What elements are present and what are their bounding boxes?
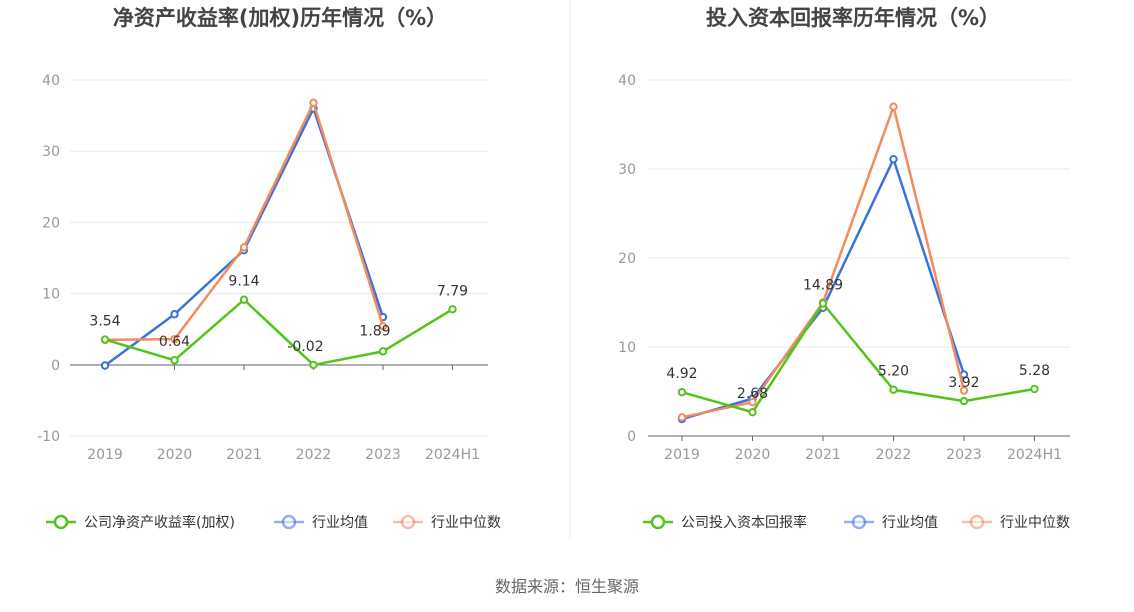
data-label: 5.28 [1019, 363, 1050, 379]
roic-chart-panel: 投入资本回报率历年情况（%） 0 10 20 30 40 2019 2020 2021 2022 2… [618, 6, 1070, 531]
legend-swatch-marker [281, 514, 297, 530]
data-point [818, 299, 828, 308]
data-point [309, 98, 318, 107]
legend-swatch-marker [969, 514, 985, 530]
y-tick-label: 30 [618, 162, 636, 178]
data-point [889, 102, 898, 111]
data-point [677, 413, 687, 422]
data-point [170, 334, 179, 344]
x-tick-label: 2022 [296, 447, 332, 463]
legend-swatch-marker [400, 514, 416, 530]
x-tick-label: 2020 [157, 447, 193, 463]
legend-label: 行业中位数 [1000, 515, 1070, 531]
data-label: 3.54 [89, 314, 120, 330]
series-line [681, 105, 966, 419]
data-point [677, 388, 687, 397]
y-tick-label: 30 [42, 144, 60, 160]
data-point [378, 347, 388, 356]
legend-label: 公司净资产收益率(加权) [84, 514, 235, 531]
data-point [748, 397, 757, 407]
data-point [1030, 384, 1039, 394]
y-tick-label: 40 [618, 73, 636, 89]
y-tick-label: 10 [42, 287, 60, 303]
x-tick-label: 2024H1 [425, 447, 480, 463]
data-label: -0.02 [287, 339, 323, 355]
legend-label: 行业均值 [312, 515, 368, 531]
data-point [959, 386, 969, 395]
x-tick-label: 2019 [87, 447, 123, 463]
x-tick-label: 2021 [226, 447, 262, 463]
data-source-note: 数据来源：恒生聚源 [495, 577, 639, 596]
data-point [239, 243, 249, 252]
x-tick-label: 2023 [365, 447, 401, 463]
y-tick-label: 0 [627, 429, 636, 445]
x-tick-label: 2023 [946, 447, 982, 463]
legend-swatch-marker [53, 514, 69, 530]
data-label: 5.20 [878, 364, 909, 380]
data-point [309, 360, 318, 370]
x-tick-label: 2021 [805, 447, 841, 463]
data-point [448, 305, 457, 314]
data-label: 0.64 [159, 334, 190, 350]
legend-label: 行业中位数 [431, 515, 501, 531]
roe-chart-panel: 净资产收益率(加权)历年情况（%） -10 0 10 20 30 40 2019 2020 202… [37, 6, 501, 531]
y-tick-label: 20 [618, 251, 636, 267]
y-tick-label: 40 [42, 73, 60, 89]
data-label: 2.68 [737, 386, 768, 402]
y-tick-label: 10 [618, 340, 636, 356]
series-line [104, 107, 385, 367]
series-line [104, 298, 454, 367]
legend-swatch-marker [650, 514, 666, 530]
data-point [170, 356, 179, 365]
data-label: 14.89 [803, 277, 843, 293]
chart-title: 投入资本回报率历年情况（%） [706, 6, 1000, 30]
x-tick-label: 2020 [735, 447, 771, 463]
data-label: 4.92 [666, 366, 697, 382]
data-point [959, 396, 969, 406]
data-label: 9.14 [228, 274, 259, 290]
data-label: 1.89 [359, 323, 390, 339]
legend-label: 公司投入资本回报率 [681, 514, 807, 531]
chart-title: 净资产收益率(加权)历年情况（%） [113, 6, 447, 30]
legend-swatch-marker [851, 514, 867, 530]
legend-label: 行业均值 [882, 515, 938, 531]
data-point [100, 335, 110, 344]
series-line [104, 101, 385, 342]
data-point [239, 295, 249, 304]
data-point [889, 155, 898, 164]
data-point [378, 322, 388, 331]
y-tick-label: -10 [37, 429, 60, 445]
data-label: 7.79 [437, 283, 468, 299]
x-tick-label: 2019 [664, 447, 700, 463]
data-point [100, 361, 110, 370]
data-label: 3.92 [948, 375, 979, 391]
data-point [889, 385, 898, 394]
x-tick-label: 2024H1 [1007, 447, 1062, 463]
data-point [748, 407, 757, 417]
data-point [170, 310, 179, 319]
x-tick-label: 2022 [876, 447, 912, 463]
y-tick-label: 20 [42, 215, 60, 231]
series-line [681, 302, 1035, 414]
y-tick-label: 0 [51, 358, 60, 374]
